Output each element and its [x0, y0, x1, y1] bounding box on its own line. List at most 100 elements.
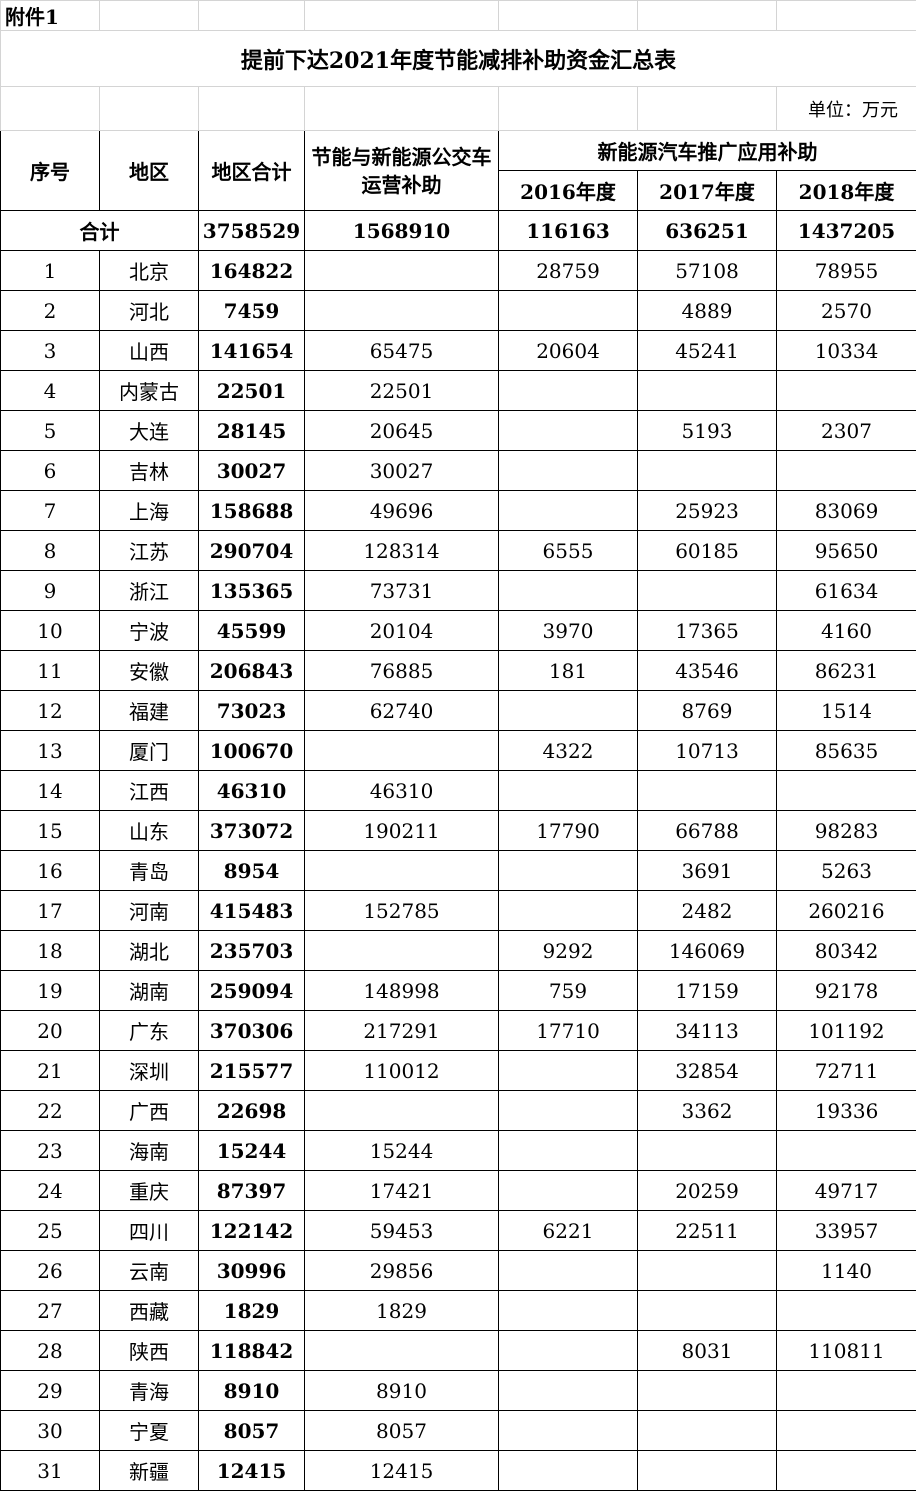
nev-2016[interactable]: 4322 — [498, 730, 638, 771]
nev-2018[interactable]: 1514 — [776, 690, 916, 731]
bus-subsidy[interactable]: 190211 — [304, 810, 499, 851]
region-total[interactable]: 290704 — [198, 530, 305, 571]
nev-2016[interactable]: 17710 — [498, 1010, 638, 1051]
bus-subsidy[interactable]: 152785 — [304, 890, 499, 931]
nev-2016[interactable] — [498, 690, 638, 731]
region-total[interactable]: 28145 — [198, 410, 305, 451]
nev-2016[interactable]: 759 — [498, 970, 638, 1011]
nev-2016[interactable]: 17790 — [498, 810, 638, 851]
bus-subsidy[interactable]: 73731 — [304, 570, 499, 611]
region-total[interactable]: 135365 — [198, 570, 305, 611]
nev-2018[interactable]: 85635 — [776, 730, 916, 771]
nev-2018[interactable] — [776, 1290, 916, 1331]
nev-2017[interactable]: 146069 — [637, 930, 777, 971]
nev-2016[interactable] — [498, 1370, 638, 1411]
nev-2018[interactable]: 1140 — [776, 1250, 916, 1291]
nev-2018[interactable] — [776, 450, 916, 491]
bus-subsidy[interactable]: 12415 — [304, 1450, 499, 1491]
nev-2017[interactable]: 60185 — [637, 530, 777, 571]
empty-cell[interactable] — [304, 0, 499, 31]
nev-2017[interactable]: 8769 — [637, 690, 777, 731]
nev-2017[interactable]: 25923 — [637, 490, 777, 531]
empty-cell[interactable] — [0, 86, 100, 131]
nev-2018[interactable] — [776, 770, 916, 811]
bus-subsidy[interactable]: 59453 — [304, 1210, 499, 1251]
region-total[interactable]: 259094 — [198, 970, 305, 1011]
nev-2016[interactable] — [498, 1450, 638, 1491]
nev-2018[interactable]: 19336 — [776, 1090, 916, 1131]
bus-subsidy[interactable]: 128314 — [304, 530, 499, 571]
nev-2018[interactable] — [776, 370, 916, 411]
region-total[interactable]: 22501 — [198, 370, 305, 411]
nev-2017[interactable]: 17365 — [637, 610, 777, 651]
nev-2018[interactable]: 33957 — [776, 1210, 916, 1251]
nev-2016[interactable] — [498, 1090, 638, 1131]
empty-cell[interactable] — [637, 86, 777, 131]
nev-2017[interactable] — [637, 770, 777, 811]
region-total[interactable]: 22698 — [198, 1090, 305, 1131]
bus-subsidy[interactable]: 110012 — [304, 1050, 499, 1091]
nev-2017[interactable] — [637, 1370, 777, 1411]
nev-2016[interactable]: 6555 — [498, 530, 638, 571]
region-total[interactable]: 7459 — [198, 290, 305, 331]
nev-2018[interactable] — [776, 1130, 916, 1171]
nev-2018[interactable]: 86231 — [776, 650, 916, 691]
nev-2018[interactable]: 92178 — [776, 970, 916, 1011]
nev-2017[interactable]: 5193 — [637, 410, 777, 451]
empty-cell[interactable] — [99, 0, 199, 31]
nev-2017[interactable] — [637, 450, 777, 491]
empty-cell[interactable] — [99, 86, 199, 131]
nev-2018[interactable]: 98283 — [776, 810, 916, 851]
region-total[interactable]: 122142 — [198, 1210, 305, 1251]
nev-2018[interactable]: 49717 — [776, 1170, 916, 1211]
nev-2016[interactable] — [498, 450, 638, 491]
bus-subsidy[interactable]: 17421 — [304, 1170, 499, 1211]
nev-2018[interactable]: 83069 — [776, 490, 916, 531]
nev-2016[interactable] — [498, 850, 638, 891]
total-region[interactable]: 3758529 — [198, 210, 305, 251]
region-total[interactable]: 87397 — [198, 1170, 305, 1211]
bus-subsidy[interactable]: 76885 — [304, 650, 499, 691]
nev-2016[interactable] — [498, 1130, 638, 1171]
region-total[interactable]: 141654 — [198, 330, 305, 371]
region-total[interactable]: 30996 — [198, 1250, 305, 1291]
nev-2018[interactable]: 80342 — [776, 930, 916, 971]
region-total[interactable]: 164822 — [198, 250, 305, 291]
nev-2017[interactable]: 3362 — [637, 1090, 777, 1131]
nev-2016[interactable]: 3970 — [498, 610, 638, 651]
nev-2016[interactable] — [498, 1170, 638, 1211]
region-total[interactable]: 100670 — [198, 730, 305, 771]
nev-2018[interactable]: 5263 — [776, 850, 916, 891]
nev-2017[interactable]: 66788 — [637, 810, 777, 851]
nev-2016[interactable] — [498, 1290, 638, 1331]
bus-subsidy[interactable]: 30027 — [304, 450, 499, 491]
nev-2018[interactable] — [776, 1450, 916, 1491]
region-total[interactable]: 370306 — [198, 1010, 305, 1051]
nev-2017[interactable]: 8031 — [637, 1330, 777, 1371]
nev-2017[interactable] — [637, 1250, 777, 1291]
bus-subsidy[interactable]: 62740 — [304, 690, 499, 731]
bus-subsidy[interactable] — [304, 850, 499, 891]
nev-2016[interactable] — [498, 890, 638, 931]
nev-2016[interactable]: 28759 — [498, 250, 638, 291]
empty-cell[interactable] — [304, 86, 499, 131]
region-total[interactable]: 73023 — [198, 690, 305, 731]
region-total[interactable]: 45599 — [198, 610, 305, 651]
nev-2017[interactable]: 4889 — [637, 290, 777, 331]
nev-2017[interactable]: 45241 — [637, 330, 777, 371]
nev-2017[interactable]: 17159 — [637, 970, 777, 1011]
bus-subsidy[interactable]: 148998 — [304, 970, 499, 1011]
region-total[interactable]: 235703 — [198, 930, 305, 971]
region-total[interactable]: 30027 — [198, 450, 305, 491]
nev-2016[interactable] — [498, 370, 638, 411]
empty-cell[interactable] — [498, 0, 638, 31]
region-total[interactable]: 8057 — [198, 1410, 305, 1451]
nev-2016[interactable]: 20604 — [498, 330, 638, 371]
nev-2018[interactable]: 10334 — [776, 330, 916, 371]
bus-subsidy[interactable]: 22501 — [304, 370, 499, 411]
bus-subsidy[interactable]: 20645 — [304, 410, 499, 451]
region-total[interactable]: 158688 — [198, 490, 305, 531]
nev-2017[interactable]: 2482 — [637, 890, 777, 931]
bus-subsidy[interactable] — [304, 730, 499, 771]
nev-2016[interactable] — [498, 570, 638, 611]
